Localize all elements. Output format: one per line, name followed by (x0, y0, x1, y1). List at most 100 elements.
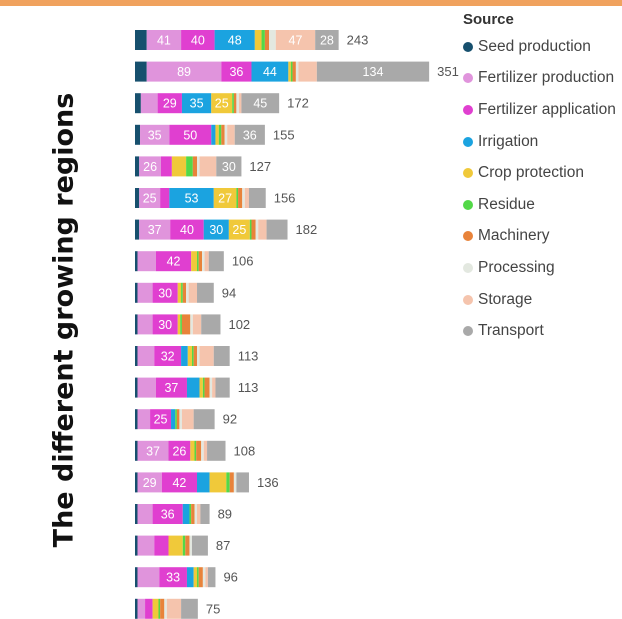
legend-label: Transport (478, 322, 544, 340)
bar-segment (269, 30, 276, 50)
bar-segment (139, 188, 161, 208)
bar-segment (233, 472, 237, 493)
bar-total-label: 113 (238, 349, 259, 364)
bar-segment (169, 188, 214, 208)
bar-segment (137, 377, 156, 398)
segment-data-label: 36 (229, 65, 243, 79)
bar-segment (226, 472, 230, 493)
bar-segment (216, 156, 242, 177)
segment-data-label: 134 (363, 65, 384, 79)
legend-item: Fertilizer production (463, 63, 616, 95)
bar-segment (137, 282, 153, 303)
bar-segment (137, 504, 153, 524)
bar-segment (189, 504, 192, 524)
bar-segment (241, 93, 280, 114)
bar-segment (137, 598, 146, 619)
bar-segment (171, 409, 176, 430)
bar-segment (201, 440, 204, 461)
bar-segment (193, 346, 198, 366)
legend-label: Machinery (478, 227, 550, 245)
bar-total-label: 113 (238, 380, 259, 395)
segment-data-label: 26 (172, 444, 186, 458)
legend-label: Crop protection (478, 164, 584, 182)
bar-segment (207, 567, 216, 588)
bar-segment (135, 535, 138, 556)
bar-total-label: 351 (437, 64, 459, 79)
bar-segment (181, 282, 183, 303)
segment-data-label: 41 (157, 34, 171, 48)
legend-swatch (463, 199, 473, 210)
bar-segment (181, 346, 188, 366)
legend-swatch (463, 294, 473, 305)
legend-label: Fertilizer production (478, 69, 615, 87)
segment-data-label: 42 (167, 255, 181, 269)
bar-segment (316, 61, 430, 82)
bar-segment (169, 124, 212, 145)
legend-item: Transport (463, 315, 616, 347)
bar-segment (197, 346, 200, 366)
bar-segment (137, 472, 162, 493)
bar-total-label: 243 (347, 33, 369, 48)
bar-segment (157, 93, 182, 114)
bar-total-label: 94 (222, 285, 236, 300)
bar-segment (192, 156, 198, 177)
bar-segment (211, 93, 233, 114)
segment-data-label: 25 (215, 97, 229, 111)
bar-segment (251, 219, 256, 240)
bar-segment (242, 188, 245, 208)
bar-segment (160, 156, 172, 177)
bar-segment (154, 346, 182, 366)
bar-segment (194, 440, 197, 461)
legend-swatch (463, 168, 473, 179)
bar-segment (179, 409, 182, 430)
bar-segment (251, 61, 289, 82)
bar-segment (209, 472, 227, 493)
bar-segment (164, 598, 167, 619)
bar-segment (160, 598, 165, 619)
bar-total-label: 102 (228, 317, 250, 332)
bar-segment (204, 251, 209, 272)
bar-segment (224, 124, 228, 145)
bar-segment (203, 219, 229, 240)
bar-segment (180, 314, 182, 335)
segment-data-label: 27 (218, 192, 232, 206)
bar-total-label: 75 (206, 601, 220, 616)
bar-total-label: 155 (273, 127, 295, 142)
bar-segment (221, 61, 252, 82)
bar-segment (177, 282, 182, 303)
bar-segment (158, 598, 161, 619)
bar-segment (146, 30, 182, 50)
bar-segment (135, 598, 138, 619)
bar-segment (233, 93, 237, 114)
bar-segment (197, 504, 201, 524)
bar-segment (292, 61, 296, 82)
segment-data-label: 40 (180, 223, 194, 237)
bar-segment (150, 409, 172, 430)
bar-segment (168, 535, 183, 556)
segment-data-label: 29 (143, 476, 157, 490)
bar-segment (236, 472, 249, 493)
bar-segment (135, 440, 138, 461)
bar-segment (290, 61, 293, 82)
legend-swatch (463, 326, 473, 337)
segment-data-label: 30 (158, 318, 172, 332)
bar-segment (152, 282, 178, 303)
bar-segment (166, 598, 182, 619)
segment-data-label: 25 (154, 413, 168, 427)
bar-segment (264, 30, 270, 50)
segment-data-label: 26 (143, 160, 157, 174)
bar-segment (232, 93, 234, 114)
bar-segment (187, 346, 192, 366)
bar-segment (182, 535, 186, 556)
bar-segment (135, 188, 140, 208)
bar-segment (227, 124, 235, 145)
bar-segment (155, 377, 187, 398)
bar-segment (197, 282, 214, 303)
legend-item: Storage (463, 284, 616, 316)
segment-data-label: 28 (320, 34, 334, 48)
bar-segment (137, 567, 160, 588)
bar-segment (205, 567, 208, 588)
bar-segment (229, 472, 234, 493)
legend-item: Fertilizer application (463, 94, 616, 126)
bar-segment (275, 30, 316, 50)
